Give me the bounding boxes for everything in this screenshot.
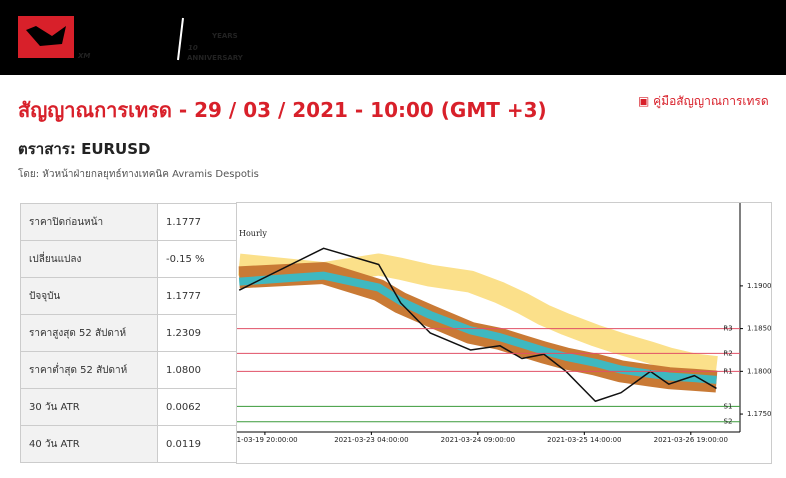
y-tick-label: 1.1750 bbox=[747, 410, 771, 418]
stat-label: ราคาปิดก่อนหน้า bbox=[20, 203, 158, 241]
badge-number: 10 bbox=[188, 44, 198, 52]
author: โดย: หัวหน้าฝ่ายกลยุทธ์ทางเทคนิค Avramis… bbox=[18, 169, 259, 180]
logo-divider bbox=[177, 17, 184, 61]
stat-value: 1.2309 bbox=[157, 314, 237, 352]
stat-value: 0.0119 bbox=[157, 425, 237, 463]
stat-label: 30 วัน ATR bbox=[20, 388, 158, 426]
table-row: ปัจจุบัน 1.1777 bbox=[20, 277, 237, 315]
stat-value: -0.15 % bbox=[157, 240, 237, 278]
stat-label: ราคาสูงสุด 52 สัปดาห์ bbox=[20, 314, 158, 352]
stat-value: 1.1777 bbox=[157, 277, 237, 315]
y-tick-label: 1.1850 bbox=[747, 325, 771, 333]
series-line bbox=[238, 271, 717, 384]
table-row: ราคาปิดก่อนหน้า 1.1777 bbox=[20, 203, 237, 241]
level-label: R3 bbox=[723, 325, 732, 333]
table-row: ราคาต่ำสุด 52 สัปดาห์ 1.0800 bbox=[20, 351, 237, 389]
stat-value: 0.0062 bbox=[157, 388, 237, 426]
x-tick-label: 2021-03-24 09:00:00 bbox=[441, 436, 515, 444]
table-row: 40 วัน ATR 0.0119 bbox=[20, 425, 237, 463]
table-row: 30 วัน ATR 0.0062 bbox=[20, 388, 237, 426]
table-row: เปลี่ยนแปลง -0.15 % bbox=[20, 240, 237, 278]
page-title: สัญญาณการเทรด - 29 / 03 / 2021 - 10:00 (… bbox=[18, 98, 547, 122]
logo-bull bbox=[26, 26, 66, 46]
badge-sub: YEARS bbox=[211, 32, 238, 40]
chart: Hourly R3 R2 R1 S1 S2 1.1900 1.1850 1.1800 1.175… bbox=[232, 203, 772, 444]
stats-table: ราคาปิดก่อนหน้า 1.1777 เปลี่ยนแปลง -0.15 % ป… bbox=[20, 203, 237, 463]
y-tick-label: 1.1900 bbox=[747, 282, 771, 290]
stat-value: 1.0800 bbox=[157, 351, 237, 389]
series-line bbox=[238, 253, 718, 378]
stat-value: 1.1777 bbox=[157, 203, 237, 241]
header: XM 10 YEARS ANNIVERSARY bbox=[0, 0, 786, 75]
stat-label: 40 วัน ATR bbox=[20, 425, 158, 463]
guide-text[interactable]: คู่มือสัญญาณการเทรด bbox=[653, 94, 769, 108]
instrument: ตราสาร: EURUSD bbox=[18, 140, 151, 158]
x-tick-label: 2021-03-23 04:00:00 bbox=[334, 436, 408, 444]
level-label: S2 bbox=[724, 418, 733, 426]
series-line bbox=[238, 247, 717, 402]
badge-caption: ANNIVERSARY bbox=[187, 54, 244, 62]
y-tick-label: 1.1800 bbox=[747, 367, 771, 375]
timeframe: Hourly bbox=[239, 229, 267, 238]
chart-frame: Hourly R3 R2 R1 S1 S2 1.1900 1.1850 1.1800 1.175… bbox=[232, 202, 772, 464]
guide-link[interactable]: ▣ คู่มือสัญญาณการเทรด bbox=[638, 94, 769, 108]
stat-label: ราคาต่ำสุด 52 สัปดาห์ bbox=[20, 351, 158, 389]
table-row: ราคาสูงสุด 52 สัปดาห์ 1.2309 bbox=[20, 314, 237, 352]
x-tick-label: 2021-03-26 19:00:00 bbox=[654, 436, 728, 444]
x-tick-label: 2021-03-25 14:00:00 bbox=[547, 436, 621, 444]
logo-text: XM bbox=[77, 52, 90, 60]
level-label: R2 bbox=[723, 349, 732, 357]
stat-label: เปลี่ยนแปลง bbox=[20, 240, 158, 278]
logo[interactable]: XM 10 YEARS ANNIVERSARY bbox=[0, 0, 260, 75]
level-label: R1 bbox=[723, 367, 732, 375]
level-label: S1 bbox=[724, 402, 733, 410]
stat-label: ปัจจุบัน bbox=[20, 277, 158, 315]
x-tick-label: 21-03-19 20:00:00 bbox=[237, 436, 298, 444]
